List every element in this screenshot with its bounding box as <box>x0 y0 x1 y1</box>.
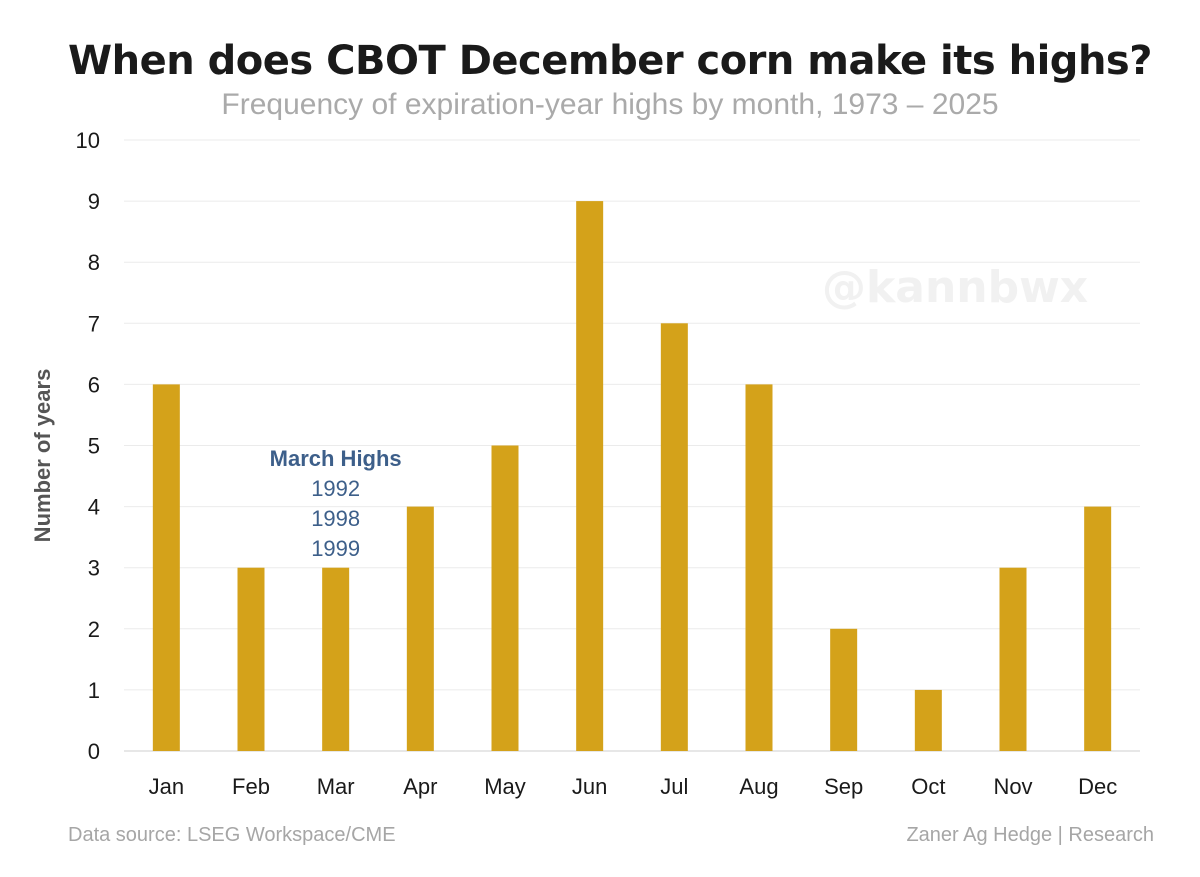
annotation-year: 1999 <box>311 536 360 561</box>
annotation-heading: March Highs <box>270 446 402 471</box>
x-tick-label: Nov <box>993 774 1032 799</box>
bar-sep <box>830 628 858 751</box>
data-source-note: Data source: LSEG Workspace/CME <box>68 824 396 846</box>
y-tick-label: 6 <box>88 372 100 397</box>
y-tick-label: 1 <box>88 678 100 703</box>
bar-jul <box>660 323 688 751</box>
x-tick-label: Apr <box>403 774 437 799</box>
bar-jun <box>576 201 604 752</box>
credit-note: Zaner Ag Hedge | Research <box>906 824 1154 846</box>
bar-aug <box>745 384 773 751</box>
x-tick-label: Feb <box>232 774 270 799</box>
bar-feb <box>237 567 265 751</box>
y-tick-label: 7 <box>88 311 100 336</box>
y-tick-label: 10 <box>76 128 100 153</box>
y-tick-label: 9 <box>88 189 100 214</box>
y-tick-label: 0 <box>88 739 100 764</box>
x-tick-label: Sep <box>824 774 863 799</box>
x-tick-label: Aug <box>739 774 778 799</box>
y-tick-label: 5 <box>88 434 100 459</box>
y-tick-label: 3 <box>88 556 100 581</box>
x-tick-label: Jul <box>660 774 688 799</box>
x-tick-label: Jun <box>572 774 607 799</box>
x-tick-label: Dec <box>1078 774 1117 799</box>
x-tick-label: May <box>484 774 526 799</box>
annotation-year: 1998 <box>311 506 360 531</box>
y-tick-label: 2 <box>88 617 100 642</box>
bar-nov <box>999 567 1027 751</box>
bar-jan <box>152 384 180 751</box>
x-tick-label: Mar <box>317 774 355 799</box>
y-axis-label: Number of years <box>30 369 55 543</box>
watermark: @kannbwx <box>822 262 1089 313</box>
chart-subtitle: Frequency of expiration-year highs by mo… <box>221 88 999 121</box>
chart-title: When does CBOT December corn make its hi… <box>68 38 1152 84</box>
bar-dec <box>1084 506 1112 751</box>
bar-mar <box>322 567 350 751</box>
x-tick-label: Oct <box>911 774 945 799</box>
bar-apr <box>406 506 434 751</box>
y-tick-label: 4 <box>88 495 100 520</box>
annotation-year: 1992 <box>311 476 360 501</box>
x-tick-label: Jan <box>149 774 184 799</box>
bar-may <box>491 445 519 751</box>
bar-oct <box>914 689 942 751</box>
y-tick-label: 8 <box>88 250 100 275</box>
